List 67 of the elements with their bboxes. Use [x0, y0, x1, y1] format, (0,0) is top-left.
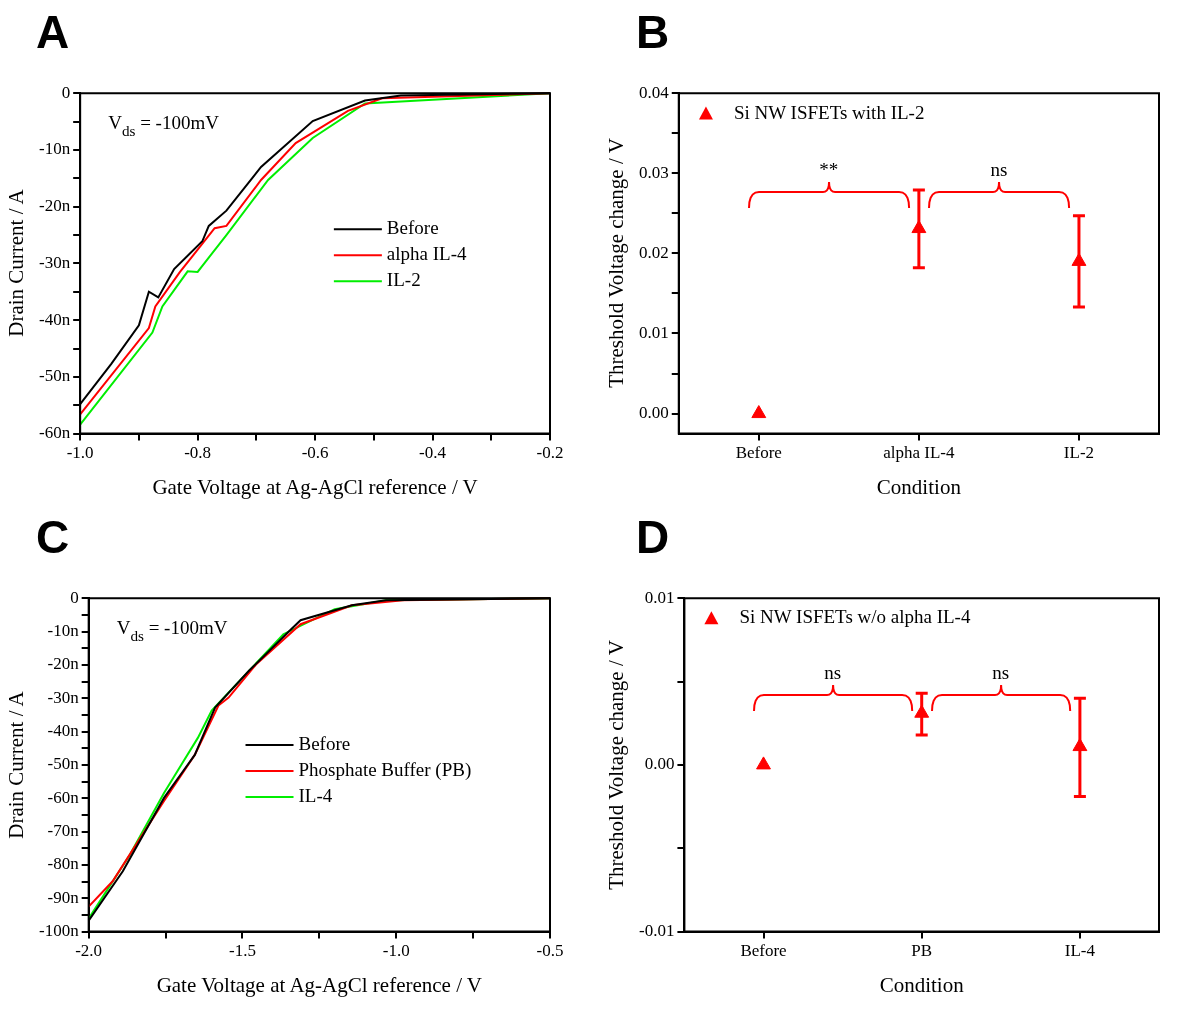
x-tick-label: -2.0	[75, 941, 103, 961]
x-tick-label: IL-4	[1064, 941, 1096, 961]
y-tick-label: -30n	[47, 687, 80, 707]
y-tick-label: -20n	[47, 654, 80, 674]
y-tick-label: -20n	[38, 196, 71, 216]
y-tick-label: 0.02	[639, 242, 669, 262]
legend-label: IL-4	[298, 784, 333, 806]
y-tick-label: -80n	[47, 854, 80, 874]
x-tick-label: -1.0	[66, 443, 94, 463]
y-tick-label: 0	[70, 587, 79, 607]
x-axis-title: Condition	[879, 973, 964, 997]
y-tick-label: -0.01	[638, 921, 675, 941]
x-tick-label: -1.0	[382, 941, 410, 961]
y-tick-label: 0.00	[644, 754, 675, 774]
x-tick-label: -1.5	[228, 941, 256, 961]
legend-label: Before	[386, 217, 439, 239]
annotation: ns	[992, 661, 1010, 683]
chart-title: A	[36, 6, 70, 59]
x-tick-label: -0.4	[419, 443, 447, 463]
y-tick-label: -100n	[38, 921, 80, 941]
x-axis-title: Gate Voltage at Ag-AgCl reference / V	[152, 475, 478, 499]
y-tick-label: 0.03	[639, 162, 669, 182]
y-axis-title: Drain Current / A	[4, 691, 28, 839]
y-tick-label: 0.01	[639, 322, 669, 342]
y-tick-label: -50n	[47, 754, 80, 774]
chart-title: D	[636, 511, 670, 564]
y-tick-label: -90n	[47, 887, 80, 907]
y-tick-label: -60n	[38, 423, 71, 443]
y-tick-label: 0.04	[639, 82, 670, 102]
y-tick-label: 0.00	[639, 403, 669, 423]
x-tick-label: IL-2	[1063, 443, 1095, 463]
x-tick-label: -0.6	[301, 443, 329, 463]
y-tick-label: -40n	[47, 721, 80, 741]
y-tick-label: 0	[61, 82, 71, 102]
y-tick-label: -70n	[47, 821, 80, 841]
y-tick-label: -60n	[47, 787, 80, 807]
x-axis-title: Gate Voltage at Ag-AgCl reference / V	[156, 973, 483, 997]
legend-label: Si NW ISFETs with IL-2	[733, 101, 925, 123]
y-tick-label: -10n	[38, 139, 71, 159]
legend-label: Phosphate Buffer (PB)	[298, 758, 472, 781]
x-tick-label: Before	[740, 941, 787, 961]
y-tick-label: -10n	[47, 621, 80, 641]
y-axis-title: Threshold Voltage change / V	[604, 640, 628, 890]
y-tick-label: 0.01	[644, 587, 675, 607]
annotation: ns	[990, 158, 1008, 180]
point	[756, 756, 771, 770]
legend-label: IL-2	[386, 269, 421, 291]
x-axis-title: Condition	[876, 475, 961, 499]
x-tick-label: -0.2	[536, 443, 564, 463]
x-tick-label: Before	[735, 443, 782, 463]
y-tick-label: -30n	[38, 252, 71, 272]
chart-title: B	[636, 6, 670, 59]
y-tick-label: -50n	[38, 366, 71, 386]
x-tick-label: PB	[911, 941, 933, 961]
y-axis-title: Drain Current / A	[4, 189, 28, 338]
x-tick-label: -0.8	[184, 443, 212, 463]
annotation: ns	[824, 661, 842, 683]
y-tick-label: -40n	[38, 309, 71, 329]
legend-label: Si NW ISFETs w/o alpha IL-4	[739, 606, 971, 628]
x-tick-label: -0.5	[536, 941, 564, 961]
legend-label: alpha IL-4	[386, 243, 468, 265]
y-axis-title: Threshold Voltage change / V	[604, 138, 628, 389]
point	[751, 405, 767, 419]
legend-label: Before	[298, 732, 351, 754]
annotation: **	[819, 158, 839, 180]
chart-title: C	[36, 511, 70, 564]
x-tick-label: alpha IL-4	[883, 443, 955, 463]
